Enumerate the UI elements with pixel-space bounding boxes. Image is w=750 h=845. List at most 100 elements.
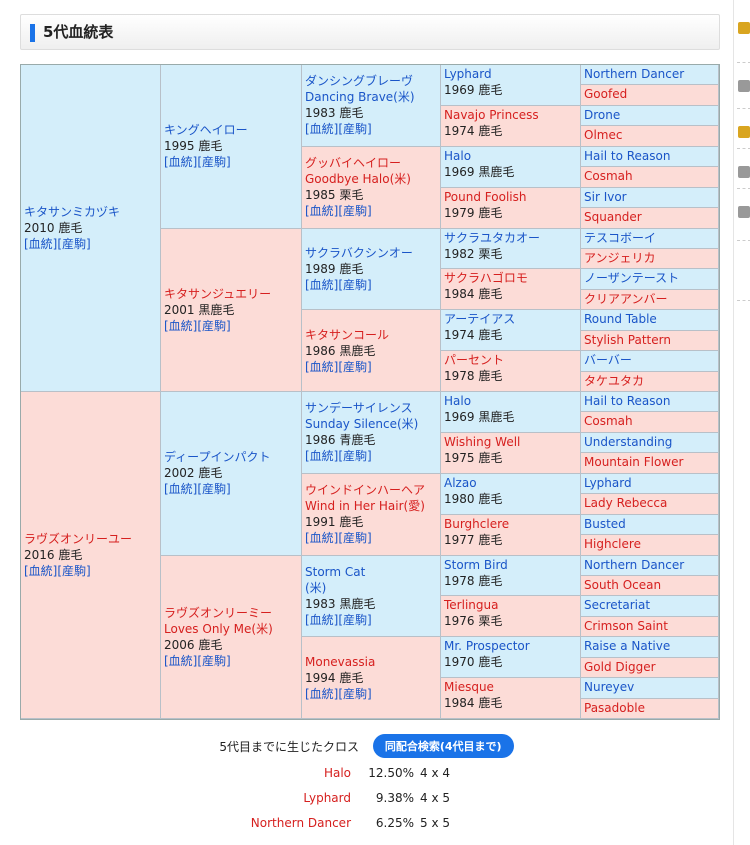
horse-name-link[interactable]: サクラユタカオー (444, 230, 541, 245)
horse-name-link[interactable]: Halo (444, 148, 472, 163)
horse-name-link[interactable]: ノーザンテースト (584, 271, 680, 286)
pedigree-link[interactable]: [血統] (305, 612, 339, 627)
pedigree-link[interactable]: [血統] (305, 686, 339, 701)
horse-name-link[interactable]: Sir Ivor (584, 189, 627, 204)
horse-name-link[interactable]: Mr. Prospector (444, 639, 530, 654)
horse-name-link[interactable]: Hail to Reason (584, 394, 671, 408)
horse-name-link[interactable]: Lyphard (584, 475, 632, 490)
horse-name-link[interactable]: Lyphard (444, 67, 492, 81)
lock-icon[interactable] (738, 166, 750, 178)
horse-name-link[interactable]: Pound Foolish (444, 189, 527, 204)
offspring-link[interactable]: [産駒] (338, 122, 372, 137)
horse-name-link[interactable]: Hail to Reason (584, 148, 671, 163)
pedigree-link[interactable]: [血統] (24, 564, 58, 578)
horse-name-link[interactable]: Storm Cat (305, 564, 366, 579)
offspring-link[interactable]: [産駒] (338, 359, 372, 374)
offspring-link[interactable]: [産駒] (197, 155, 231, 170)
offspring-link[interactable]: [産駒] (338, 531, 372, 546)
horse-name-link[interactable]: Pasadoble (584, 700, 645, 715)
horse-name-link[interactable]: Northern Dancer (584, 557, 685, 572)
horse-name-link[interactable]: Halo (444, 394, 472, 408)
horse-name-link[interactable]: Secretariat (584, 598, 651, 613)
horse-name-link[interactable]: Cosmah (584, 414, 633, 429)
horse-name-link[interactable]: Understanding (584, 434, 673, 449)
horse-name-link[interactable]: Monevassia (305, 654, 376, 669)
horse-name-link[interactable]: アーテイアス (444, 312, 516, 327)
pedigree-link[interactable]: [血統] (305, 122, 339, 137)
horse-name-link[interactable]: Navajo Princess (444, 107, 539, 122)
offspring-link[interactable]: [産駒] (338, 204, 372, 219)
horse-name-link[interactable]: Nureyev (584, 680, 635, 695)
lock-icon[interactable] (738, 206, 750, 218)
horse-name-link[interactable]: Alzao (444, 475, 477, 490)
horse-name-link[interactable]: ラヴズオンリーミー (164, 605, 273, 620)
folder-icon[interactable] (738, 126, 750, 138)
horse-name-link[interactable]: テスコボーイ (584, 230, 657, 245)
pedigree-link[interactable]: [血統] (164, 482, 198, 497)
horse-name-link[interactable]: Terlingua (444, 598, 499, 613)
horse-name-link[interactable]: Northern Dancer (584, 67, 685, 81)
horse-name-link[interactable]: ラヴズオンリーユー (24, 532, 133, 546)
horse-name-link[interactable]: South Ocean (584, 577, 662, 592)
horse-name-link[interactable]: Cosmah (584, 169, 633, 184)
horse-name-link[interactable]: Olmec (584, 128, 623, 143)
pedigree-link[interactable]: [血統] (305, 531, 339, 546)
horse-name-link[interactable]: Crimson Saint (584, 618, 668, 633)
horse-name-link[interactable]: ウインドインハーヘア (305, 483, 426, 498)
offspring-link[interactable]: [産駒] (338, 277, 372, 292)
offspring-link[interactable]: [産駒] (338, 449, 372, 464)
horse-english-name-link[interactable]: Loves Only Me(米) (164, 621, 273, 636)
horse-name-link[interactable]: キタサンミカヅキ (24, 205, 121, 219)
horse-name-link[interactable]: サクラハゴロモ (444, 271, 528, 286)
horse-name-link[interactable]: Highclere (584, 537, 641, 552)
horse-name-link[interactable]: Miesque (444, 680, 494, 695)
horse-name-link[interactable]: アンジェリカ (584, 250, 656, 265)
horse-name-link[interactable]: キタサンジュエリー (164, 286, 272, 301)
horse-name-link[interactable]: Busted (584, 516, 626, 531)
horse-name-link[interactable]: Burghclere (444, 516, 510, 531)
horse-name-link[interactable]: Lady Rebecca (584, 496, 668, 511)
horse-name-link[interactable]: Stylish Pattern (584, 332, 671, 347)
offspring-link[interactable]: [産駒] (197, 318, 231, 333)
offspring-link[interactable]: [産駒] (197, 482, 231, 497)
pedigree-link[interactable]: [血統] (164, 653, 198, 668)
horse-name-link[interactable]: Mountain Flower (584, 455, 684, 470)
horse-name-link[interactable]: クリアアンバー (584, 291, 668, 306)
horse-english-name-link[interactable]: Wind in Her Hair(愛) (305, 499, 425, 514)
pedigree-link[interactable]: [血統] (164, 318, 198, 333)
offspring-link[interactable]: [産駒] (338, 612, 372, 627)
pedigree-link[interactable]: [血統] (305, 204, 339, 219)
offspring-link[interactable]: [産駒] (57, 564, 91, 578)
horse-english-name-link[interactable]: Goodbye Halo(米) (305, 172, 411, 187)
horse-name-link[interactable]: Squander (584, 210, 642, 225)
horse-name-link[interactable]: Round Table (584, 312, 657, 327)
horse-name-link[interactable]: Gold Digger (584, 659, 656, 674)
horse-english-name-link[interactable]: Dancing Brave(米) (305, 90, 415, 105)
pedigree-link[interactable]: [血統] (164, 155, 198, 170)
horse-name-link[interactable]: ダンシングブレーヴ (305, 74, 414, 89)
same-breeding-search-button[interactable]: 同配合検索(4代目まで) (372, 734, 514, 758)
pedigree-link[interactable]: [血統] (305, 359, 339, 374)
pedigree-link[interactable]: [血統] (24, 237, 58, 251)
pedigree-link[interactable]: [血統] (305, 449, 339, 464)
horse-name-link[interactable]: Raise a Native (584, 639, 671, 654)
horse-name-link[interactable]: タケユタカ (584, 373, 645, 388)
horse-name-link[interactable]: バーバー (584, 353, 632, 368)
horse-name-link[interactable]: Drone (584, 107, 621, 122)
horse-english-name-link[interactable]: (米) (305, 580, 327, 595)
horse-name-link[interactable]: パーセント (444, 353, 505, 368)
horse-name-link[interactable]: Goofed (584, 87, 628, 102)
offspring-link[interactable]: [産駒] (197, 653, 231, 668)
horse-name-link[interactable]: Wishing Well (444, 434, 521, 449)
horse-name-link[interactable]: キタサンコール (305, 327, 390, 342)
horse-name-link[interactable]: キングヘイロー (164, 123, 248, 138)
horse-name-link[interactable]: サンデーサイレンス (305, 401, 413, 416)
horse-name-link[interactable]: サクラバクシンオー (305, 245, 413, 260)
offspring-link[interactable]: [産駒] (57, 237, 91, 251)
horse-name-link[interactable]: グッバイヘイロー (305, 156, 402, 171)
offspring-link[interactable]: [産駒] (338, 686, 372, 701)
horse-name-link[interactable]: ディープインパクト (164, 450, 271, 465)
folder-icon[interactable] (738, 22, 750, 34)
horse-english-name-link[interactable]: Sunday Silence(米) (305, 417, 419, 432)
horse-name-link[interactable]: Storm Bird (444, 557, 508, 572)
